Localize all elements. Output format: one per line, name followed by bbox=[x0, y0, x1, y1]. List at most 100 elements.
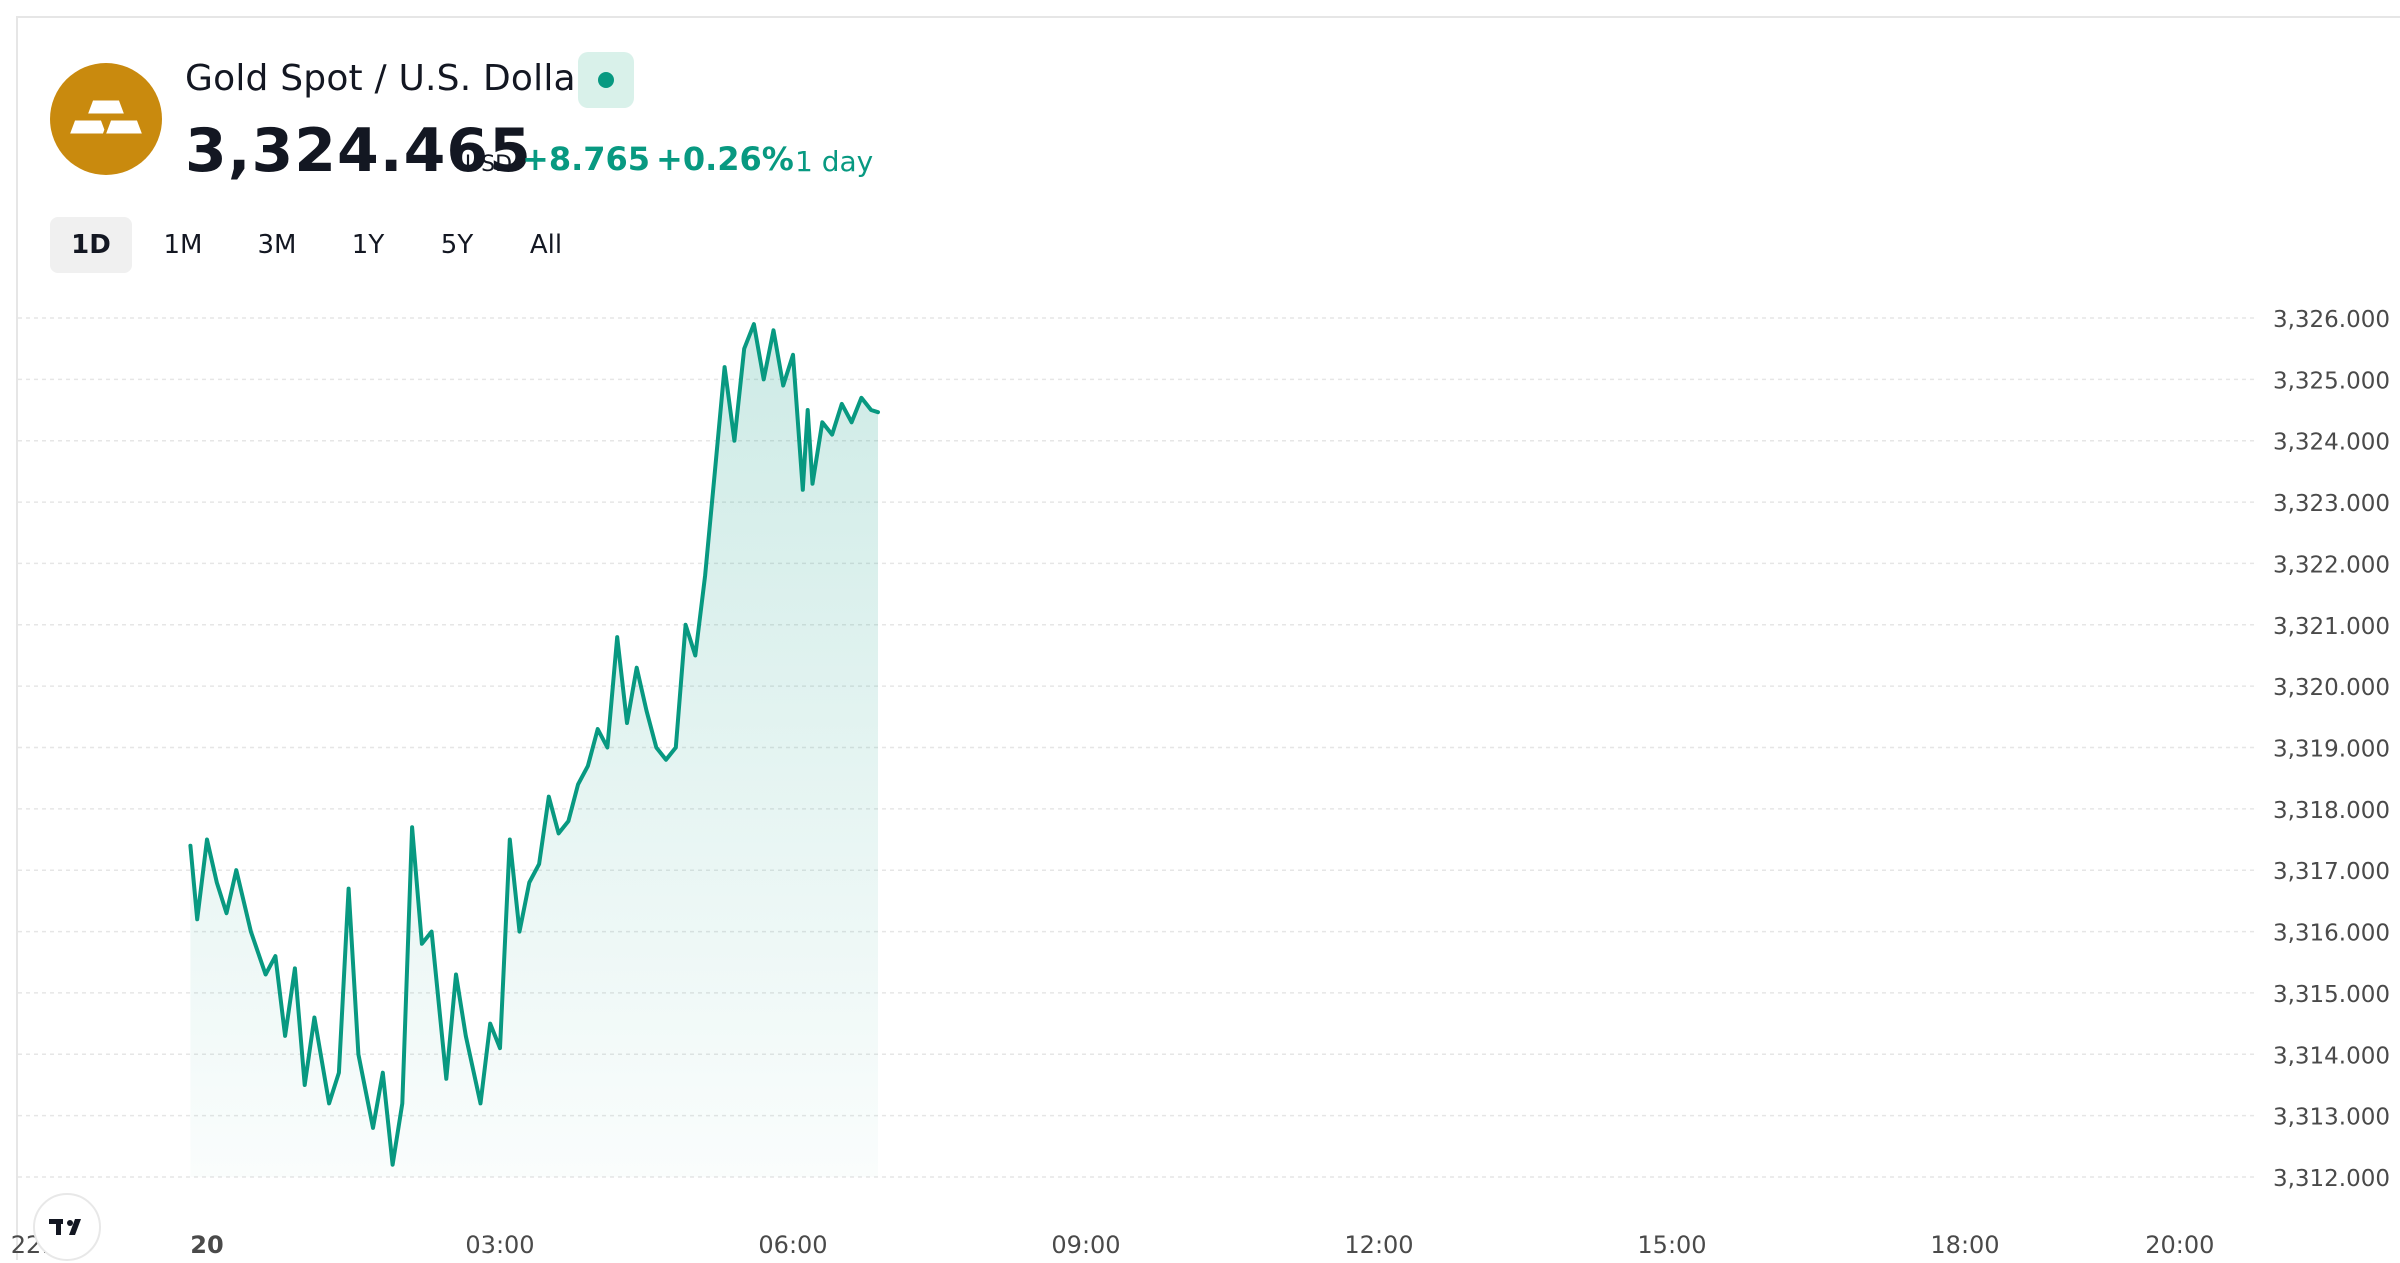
y-tick-label: 3,315.000 bbox=[2273, 982, 2390, 1008]
data-point bbox=[527, 881, 531, 884]
price-change-percent: +0.26% bbox=[656, 140, 794, 178]
data-point bbox=[264, 973, 268, 976]
data-point bbox=[454, 973, 458, 976]
data-point bbox=[488, 1022, 492, 1026]
data-point bbox=[337, 1071, 341, 1075]
price-line bbox=[188, 322, 880, 1167]
data-point bbox=[801, 488, 805, 492]
data-point bbox=[479, 1101, 482, 1105]
data-point bbox=[693, 654, 697, 657]
data-point bbox=[356, 1052, 360, 1056]
data-point bbox=[781, 384, 785, 387]
data-point bbox=[596, 727, 600, 731]
data-point bbox=[645, 709, 648, 713]
price-area-fill bbox=[190, 324, 878, 1178]
y-tick-label: 3,324.000 bbox=[2273, 430, 2390, 456]
data-point bbox=[283, 1034, 287, 1038]
data-point bbox=[234, 868, 238, 872]
tradingview-logo-icon[interactable] bbox=[33, 1193, 101, 1261]
symbol-title: Gold Spot / U.S. Dollar bbox=[185, 58, 591, 99]
tab-1d[interactable]: 1D bbox=[50, 217, 132, 273]
data-point bbox=[205, 838, 209, 841]
data-point bbox=[876, 410, 880, 414]
data-point bbox=[188, 844, 192, 848]
x-tick-label: 09:00 bbox=[1051, 1231, 1120, 1259]
data-point bbox=[273, 954, 277, 958]
y-tick-label: 3,312.000 bbox=[2273, 1166, 2390, 1192]
data-point bbox=[654, 746, 658, 749]
data-point bbox=[312, 1016, 316, 1019]
x-tick-label: 20 bbox=[190, 1231, 223, 1259]
price-change: +8.765 bbox=[522, 140, 651, 178]
data-point bbox=[444, 1077, 448, 1081]
gold-bars-icon bbox=[50, 63, 162, 175]
data-point bbox=[830, 433, 834, 437]
data-point bbox=[859, 396, 863, 400]
data-point bbox=[615, 635, 619, 639]
data-point bbox=[303, 1083, 307, 1087]
data-point bbox=[869, 408, 873, 412]
data-point bbox=[742, 347, 746, 351]
data-point bbox=[347, 887, 351, 891]
data-point bbox=[625, 721, 629, 725]
data-point bbox=[806, 408, 810, 412]
tab-1y[interactable]: 1Y bbox=[351, 230, 385, 260]
data-point bbox=[703, 574, 707, 578]
data-point bbox=[723, 365, 727, 369]
market-open-dot-icon bbox=[598, 72, 614, 88]
x-tick-label: 20:00 bbox=[2145, 1231, 2214, 1259]
data-point bbox=[664, 758, 668, 762]
data-point bbox=[586, 764, 590, 768]
data-point bbox=[732, 439, 736, 443]
data-point bbox=[537, 862, 541, 866]
data-point bbox=[215, 881, 219, 884]
data-point bbox=[381, 1071, 385, 1075]
y-tick-label: 3,323.000 bbox=[2273, 491, 2390, 517]
y-tick-label: 3,322.000 bbox=[2273, 552, 2390, 578]
y-tick-label: 3,325.000 bbox=[2273, 368, 2390, 394]
data-point bbox=[605, 746, 609, 749]
data-point bbox=[557, 831, 561, 835]
data-point bbox=[225, 911, 228, 915]
data-point bbox=[410, 825, 414, 829]
frame-top-border bbox=[16, 16, 2400, 18]
data-point bbox=[327, 1101, 331, 1105]
x-tick-label: 18:00 bbox=[1930, 1231, 1999, 1259]
data-point bbox=[820, 420, 824, 424]
x-tick-label: 15:00 bbox=[1637, 1231, 1706, 1259]
y-tick-label: 3,316.000 bbox=[2273, 921, 2390, 947]
x-tick-label: 12:00 bbox=[1344, 1231, 1413, 1259]
data-point bbox=[464, 1034, 468, 1038]
data-point bbox=[811, 482, 814, 486]
tab-3m[interactable]: 3M bbox=[257, 230, 297, 260]
data-point bbox=[850, 420, 854, 424]
data-point bbox=[713, 469, 717, 473]
data-point bbox=[772, 328, 775, 332]
data-point bbox=[195, 917, 199, 921]
tab-5y[interactable]: 5Y bbox=[440, 230, 474, 260]
change-period: 1 day bbox=[795, 145, 874, 178]
y-tick-label: 3,317.000 bbox=[2273, 859, 2390, 885]
data-point bbox=[508, 838, 512, 841]
data-point bbox=[791, 353, 795, 357]
y-tick-label: 3,326.000 bbox=[2273, 307, 2390, 333]
frame-left-border bbox=[16, 16, 18, 1260]
data-point bbox=[498, 1046, 502, 1050]
data-point bbox=[576, 782, 580, 786]
market-status-badge[interactable] bbox=[578, 52, 634, 108]
data-point bbox=[249, 930, 253, 934]
y-tick-label: 3,320.000 bbox=[2273, 675, 2390, 701]
x-tick-label: 06:00 bbox=[758, 1231, 827, 1259]
data-point bbox=[762, 377, 766, 381]
y-tick-label: 3,319.000 bbox=[2273, 737, 2390, 763]
data-point bbox=[420, 942, 424, 946]
data-point bbox=[400, 1101, 404, 1105]
tab-1m[interactable]: 1M bbox=[163, 230, 203, 260]
tab-all[interactable]: All bbox=[529, 230, 563, 260]
data-point bbox=[752, 322, 756, 326]
currency-label: USD bbox=[465, 152, 513, 177]
data-point bbox=[391, 1163, 395, 1167]
y-tick-label: 3,321.000 bbox=[2273, 614, 2390, 640]
y-tick-label: 3,318.000 bbox=[2273, 798, 2390, 824]
